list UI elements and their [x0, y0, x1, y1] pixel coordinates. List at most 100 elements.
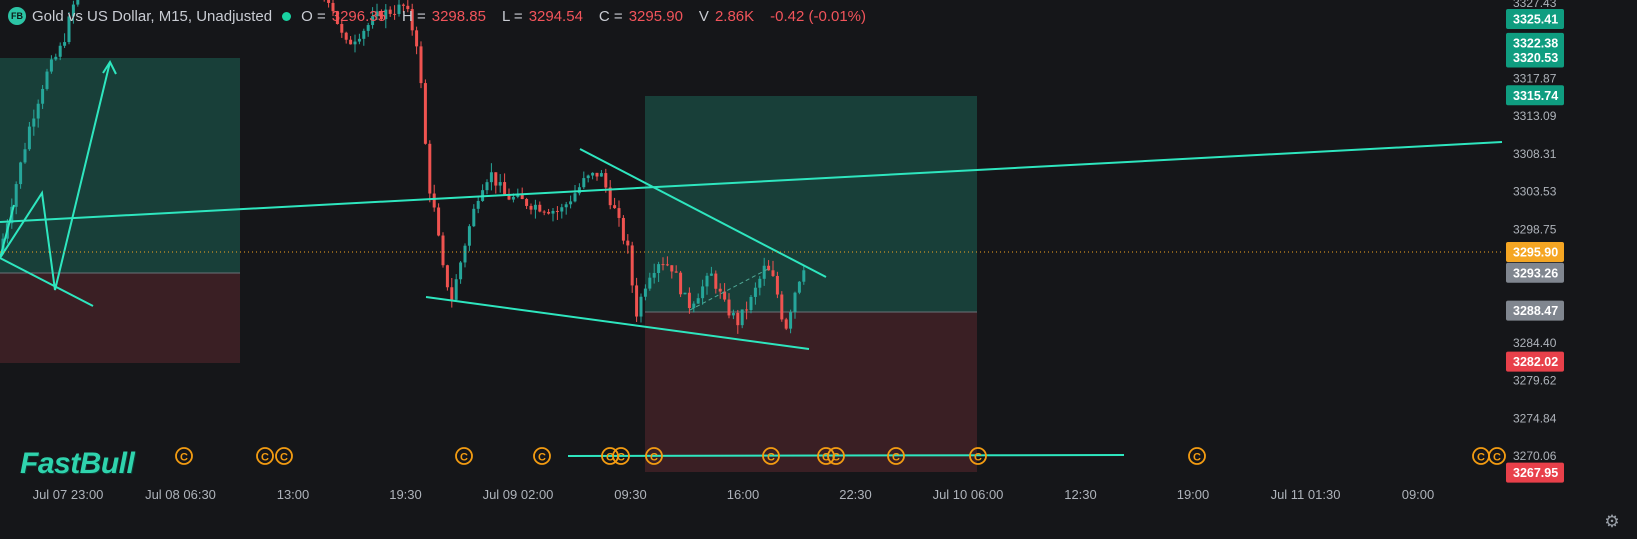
- candle-body: [472, 208, 476, 227]
- event-marker-ring: [256, 447, 274, 465]
- event-marker-glyph: C: [650, 452, 658, 464]
- candle-body: [445, 265, 449, 288]
- candle-body: [14, 184, 18, 207]
- y-tick-label: 3274.84: [1513, 411, 1557, 425]
- candle-body: [494, 172, 498, 186]
- candle-body: [679, 272, 683, 295]
- candle-body: [419, 46, 423, 84]
- event-marker: C: [817, 447, 835, 465]
- event-marker-ring: [175, 447, 193, 465]
- candle-body: [731, 312, 735, 316]
- candle-body: [371, 16, 375, 26]
- gear-icon[interactable]: ⚙: [1604, 512, 1620, 531]
- event-marker-ring: [817, 447, 835, 465]
- price-badge: [1506, 462, 1564, 483]
- candle-body: [705, 275, 709, 287]
- long-position-profit-zone-2: [645, 96, 977, 312]
- candle-body: [586, 175, 590, 179]
- market-status-icon: [282, 11, 292, 21]
- candle-body: [437, 207, 441, 236]
- candle-body: [591, 172, 595, 176]
- candle-body: [683, 292, 687, 295]
- candle-body: [516, 194, 520, 197]
- event-marker: C: [1188, 447, 1206, 465]
- candle-body: [692, 303, 696, 309]
- event-marker-ring: [1488, 447, 1506, 465]
- candle-body: [626, 240, 630, 246]
- candle-body: [76, 0, 80, 5]
- candle-body: [657, 264, 661, 273]
- candle-body: [652, 272, 656, 278]
- candle-body: [423, 83, 427, 144]
- candle-body: [621, 217, 625, 241]
- x-tick-label: 12:30: [1064, 487, 1097, 502]
- candle-body: [428, 143, 432, 194]
- y-tick-label: 3270.06: [1513, 449, 1557, 463]
- y-tick-label: 3313.09: [1513, 109, 1557, 123]
- candle-body: [410, 9, 414, 31]
- candle-body: [727, 299, 731, 316]
- candle-body: [63, 42, 67, 46]
- fastbull-watermark: FastBull: [20, 447, 135, 480]
- event-marker-glyph: C: [606, 452, 614, 464]
- candle-body: [762, 265, 766, 279]
- event-marker: C: [827, 447, 845, 465]
- price-badge-label: 3288.47: [1513, 304, 1558, 318]
- x-tick-label: Jul 11 01:30: [1271, 487, 1341, 502]
- candle-body: [789, 312, 793, 329]
- candle-body: [327, 0, 331, 3]
- candle-body: [771, 270, 775, 276]
- candle-body: [701, 286, 705, 299]
- candle-body: [604, 173, 608, 188]
- candle-body: [573, 193, 577, 202]
- x-tick-label: 19:30: [389, 487, 422, 502]
- candle-body: [520, 194, 524, 200]
- symbol-title[interactable]: Gold vs US Dollar, M15, Unadjusted: [32, 7, 273, 25]
- volume-value: 2.86K: [714, 7, 755, 25]
- candle-body: [802, 270, 806, 282]
- candle-body: [507, 194, 511, 200]
- candle-body: [613, 205, 617, 209]
- event-marker-glyph: C: [180, 452, 188, 464]
- ohlc-open-value: 3296.35: [331, 7, 386, 25]
- candles: [0, 0, 1503, 457]
- candle-body: [599, 173, 603, 177]
- y-tick-label: 3303.53: [1513, 185, 1557, 199]
- price-badge-label: 3322.38: [1513, 36, 1558, 50]
- candle-body: [379, 11, 383, 20]
- candle-body: [793, 292, 797, 313]
- event-marker: C: [175, 447, 193, 465]
- candle-body: [525, 199, 529, 206]
- long-position-profit-zone: [0, 58, 240, 273]
- candle-body: [639, 296, 643, 317]
- candle-body: [27, 126, 31, 150]
- price-badge-label: 3282.02: [1513, 355, 1558, 369]
- event-marker-glyph: C: [892, 452, 900, 464]
- x-tick-label: 09:30: [614, 487, 647, 502]
- candle-body: [432, 193, 436, 208]
- candle-body: [635, 285, 639, 317]
- event-marker-ring: [827, 447, 845, 465]
- candle-body: [32, 118, 36, 127]
- candle-body: [36, 103, 40, 119]
- price-badge-label: 3315.74: [1513, 89, 1558, 103]
- candle-body: [555, 210, 559, 212]
- candle-body: [560, 207, 564, 212]
- candle-body: [687, 292, 691, 309]
- x-tick-label: 13:00: [277, 487, 310, 502]
- event-marker-glyph: C: [280, 452, 288, 464]
- candle-body: [753, 287, 757, 297]
- candle-body: [384, 9, 388, 20]
- ohlc-high-value: 3298.85: [431, 7, 486, 25]
- trend-line: [0, 141, 1503, 223]
- event-marker-glyph: C: [1193, 452, 1201, 464]
- event-marker: C: [645, 447, 663, 465]
- long-position-loss-zone-2: [645, 312, 977, 472]
- ohlc-low-key: L =: [501, 7, 523, 25]
- x-tick-label: 16:00: [727, 487, 760, 502]
- candle-body: [54, 56, 58, 60]
- candle-body: [736, 312, 740, 326]
- candle-body: [797, 281, 801, 293]
